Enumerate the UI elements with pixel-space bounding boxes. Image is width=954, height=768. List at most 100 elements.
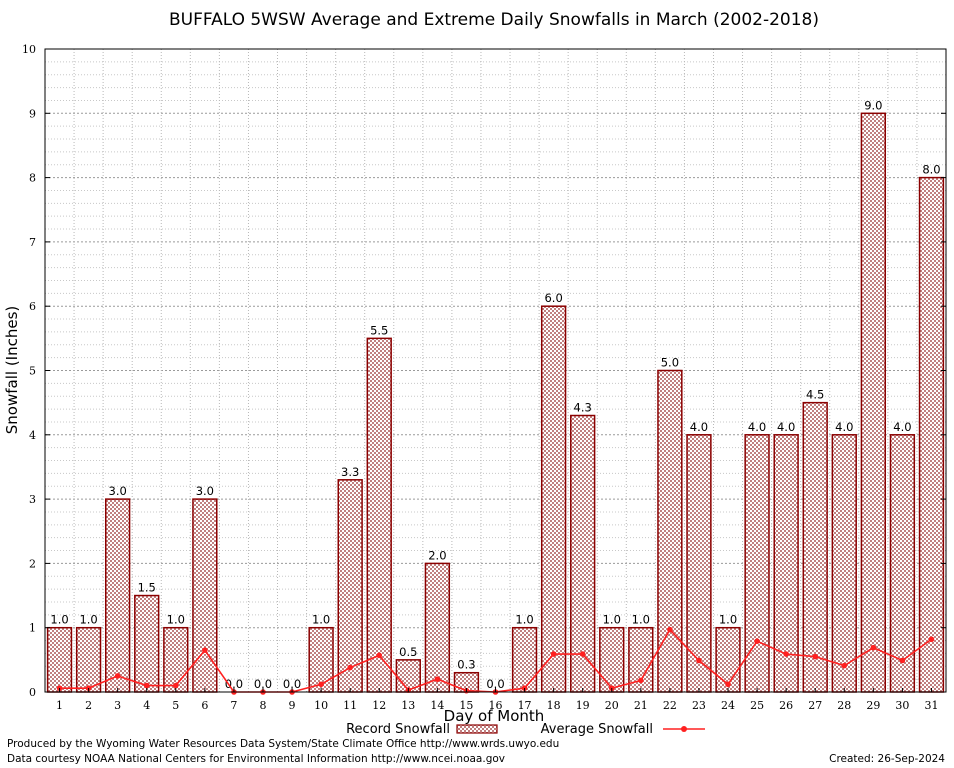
y-tick-label: 10 bbox=[22, 43, 36, 56]
bar-value-label: 2.0 bbox=[428, 548, 446, 562]
legend: Record Snowfall Average Snowfall bbox=[346, 722, 705, 737]
bar-value-label: 4.5 bbox=[806, 388, 824, 402]
x-tick-label: 11 bbox=[343, 699, 357, 712]
bar-value-label: 4.0 bbox=[777, 420, 795, 434]
y-tick-label: 2 bbox=[29, 557, 36, 570]
y-tick-label: 9 bbox=[29, 107, 36, 120]
x-tick-label: 14 bbox=[430, 699, 444, 712]
average-point bbox=[870, 644, 877, 651]
y-tick-label: 8 bbox=[29, 172, 36, 185]
bar-value-label: 0.0 bbox=[486, 677, 504, 691]
x-tick-label: 22 bbox=[663, 699, 677, 712]
bar-value-label: 8.0 bbox=[922, 163, 940, 177]
y-tick-labels: 0 1 2 3 4 5 6 7 8 9 10 bbox=[22, 43, 946, 699]
bar bbox=[134, 594, 160, 693]
bar-value-label: 1.0 bbox=[515, 613, 533, 627]
x-tick-label: 19 bbox=[576, 699, 590, 712]
legend-average-label: Average Snowfall bbox=[541, 722, 653, 737]
bar bbox=[802, 401, 828, 693]
bar-value-label: 5.5 bbox=[370, 323, 388, 337]
x-tick-label: 26 bbox=[779, 699, 793, 712]
x-tick-label: 15 bbox=[459, 699, 473, 712]
footer-data-source: Data courtesy NOAA National Centers for … bbox=[7, 753, 506, 765]
bar-value-label: 0.5 bbox=[399, 645, 417, 659]
average-point bbox=[550, 651, 557, 657]
y-tick-label: 7 bbox=[29, 236, 36, 249]
y-tick-label: 4 bbox=[29, 429, 36, 442]
bar bbox=[75, 626, 102, 693]
bar bbox=[46, 626, 73, 693]
bar-value-label: 0.3 bbox=[457, 658, 475, 672]
bar-value-label: 1.5 bbox=[138, 581, 156, 595]
average-point bbox=[638, 677, 644, 684]
x-tick-label: 24 bbox=[721, 699, 735, 712]
x-tick-label: 16 bbox=[489, 699, 503, 712]
average-point bbox=[143, 682, 150, 689]
x-axis-label: Day of Month bbox=[444, 707, 545, 725]
legend-average-marker bbox=[681, 726, 687, 732]
y-tick-label: 1 bbox=[29, 622, 36, 635]
x-tick-label: 29 bbox=[866, 699, 880, 712]
bar-value-label: 4.0 bbox=[748, 420, 766, 434]
bar-value-label: 4.0 bbox=[893, 420, 911, 434]
x-tick-label: 13 bbox=[401, 699, 415, 712]
x-tick-label: 7 bbox=[230, 699, 237, 712]
average-point bbox=[114, 673, 121, 679]
x-tick-label: 31 bbox=[924, 699, 938, 712]
bar-value-label: 5.0 bbox=[661, 356, 679, 370]
average-point bbox=[899, 657, 906, 664]
bar-value-label: 1.0 bbox=[79, 613, 97, 627]
bar-value-label: 4.3 bbox=[574, 401, 592, 415]
bar-value-label: 4.0 bbox=[690, 420, 708, 434]
bar-value-label: 0.0 bbox=[254, 677, 272, 691]
bar bbox=[918, 176, 945, 693]
average-point bbox=[812, 653, 819, 660]
average-point bbox=[783, 651, 789, 657]
x-tick-label: 20 bbox=[605, 699, 619, 712]
y-axis-label: Snowfall (Inches) bbox=[3, 306, 21, 434]
bar bbox=[540, 305, 567, 693]
bars-group bbox=[46, 112, 945, 693]
average-point bbox=[754, 638, 760, 645]
bar-value-label: 4.0 bbox=[835, 420, 853, 434]
x-tick-label: 6 bbox=[201, 699, 208, 712]
bar-labels-group: 1.0 1.0 3.0 1.5 1.0 3.0 0.0 0.0 0.0 1.0 3.3 5.5 0.5 2… bbox=[50, 98, 940, 691]
y-tick-label: 5 bbox=[29, 365, 36, 378]
bar bbox=[570, 414, 596, 693]
bar-value-label: 1.0 bbox=[632, 613, 650, 627]
y-tick-label: 6 bbox=[29, 300, 36, 313]
bar-value-label: 6.0 bbox=[544, 291, 562, 305]
average-point bbox=[434, 676, 441, 682]
x-tick-label: 21 bbox=[634, 699, 648, 712]
bar-value-label: 3.3 bbox=[341, 465, 359, 479]
x-tick-labels: 1 2 3 4 5 6 7 8 9 10 11 12 13 14 15 16 17 18 19 20 21 22 23 24 2… bbox=[56, 688, 938, 712]
x-tick-label: 1 bbox=[56, 699, 63, 712]
bar bbox=[424, 562, 451, 693]
x-tick-label: 27 bbox=[808, 699, 822, 712]
y-tick-label: 0 bbox=[29, 686, 36, 699]
average-point bbox=[928, 636, 935, 643]
bar-value-label: 3.0 bbox=[196, 484, 214, 498]
bar bbox=[831, 434, 857, 693]
chart-title: BUFFALO 5WSW Average and Extreme Daily S… bbox=[169, 10, 819, 30]
x-tick-label: 2 bbox=[85, 699, 92, 712]
bar bbox=[163, 626, 189, 693]
footer-producer: Produced by the Wyoming Water Resources … bbox=[7, 738, 560, 750]
average-point bbox=[202, 647, 208, 654]
x-tick-label: 30 bbox=[895, 699, 909, 712]
average-point bbox=[841, 662, 848, 669]
average-point bbox=[667, 626, 673, 633]
average-point bbox=[347, 664, 353, 671]
bar bbox=[860, 112, 887, 693]
bar bbox=[366, 337, 392, 693]
bar-value-label: 0.0 bbox=[283, 677, 301, 691]
bar-value-label: 3.0 bbox=[109, 484, 127, 498]
average-point bbox=[725, 681, 731, 688]
x-tick-label: 10 bbox=[314, 699, 328, 712]
x-tick-label: 12 bbox=[372, 699, 386, 712]
bar bbox=[511, 626, 538, 693]
average-point bbox=[579, 651, 586, 657]
average-point bbox=[376, 652, 383, 659]
legend-record-swatch bbox=[456, 724, 498, 734]
